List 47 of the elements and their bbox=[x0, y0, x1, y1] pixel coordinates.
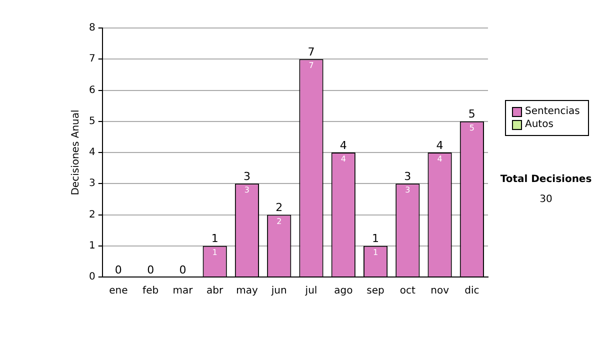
y-tick-label: 6 bbox=[88, 84, 96, 96]
data-label: 5 bbox=[469, 123, 474, 132]
data-label: 3 bbox=[405, 186, 410, 195]
total-label: 1 bbox=[211, 232, 218, 246]
x-tick-label: dic bbox=[464, 286, 480, 297]
total-label: 4 bbox=[340, 138, 347, 152]
x-tick-label: ene bbox=[109, 286, 128, 297]
x-tick-label: jul bbox=[304, 286, 318, 297]
total-label: 0 bbox=[147, 263, 154, 276]
legend-label: Autos bbox=[525, 118, 554, 131]
data-label: 7 bbox=[308, 61, 314, 70]
legend-label: Sentencias bbox=[525, 105, 580, 118]
total-label: 3 bbox=[404, 170, 412, 183]
data-label: 1 bbox=[212, 248, 218, 257]
total-label: 3 bbox=[243, 170, 250, 183]
total-label: 2 bbox=[276, 201, 283, 214]
x-tick-label: sep bbox=[366, 286, 384, 297]
y-tick-label: 8 bbox=[88, 22, 96, 34]
total-label: 7 bbox=[308, 45, 315, 58]
x-tick-label: feb bbox=[142, 286, 159, 297]
y-tick-label: 0 bbox=[88, 272, 96, 283]
data-label: 3 bbox=[244, 186, 250, 195]
y-tick-label: 3 bbox=[88, 178, 96, 190]
total-label: 5 bbox=[468, 108, 476, 121]
y-tick-label: 1 bbox=[88, 240, 96, 252]
total-label: 0 bbox=[179, 263, 186, 276]
text: 30 bbox=[538, 193, 554, 207]
x-tick-label: mar bbox=[172, 286, 194, 297]
x-tick-label: abr bbox=[206, 286, 224, 297]
data-label: 2 bbox=[276, 216, 282, 226]
total-label: 0 bbox=[114, 263, 122, 276]
y-tick-label: 7 bbox=[88, 54, 96, 65]
data-label: 1 bbox=[372, 248, 378, 257]
x-tick-label: may bbox=[236, 286, 258, 297]
y-tick-label: 5 bbox=[88, 116, 96, 127]
total-label: 4 bbox=[436, 138, 444, 152]
x-tick-label: nov bbox=[430, 286, 450, 297]
x-tick-label: ago bbox=[334, 286, 353, 297]
y-axis-title: Decisiones Anual bbox=[70, 110, 82, 196]
x-tick-label: jun bbox=[270, 286, 287, 297]
x-tick-label: oct bbox=[400, 286, 416, 297]
y-tick-label: 2 bbox=[88, 209, 96, 220]
data-label: 4 bbox=[340, 154, 346, 164]
total-label: 1 bbox=[372, 232, 380, 246]
y-tick-label: 4 bbox=[88, 147, 96, 158]
data-label: 4 bbox=[437, 154, 442, 164]
text: Total Decisiones bbox=[499, 173, 593, 187]
